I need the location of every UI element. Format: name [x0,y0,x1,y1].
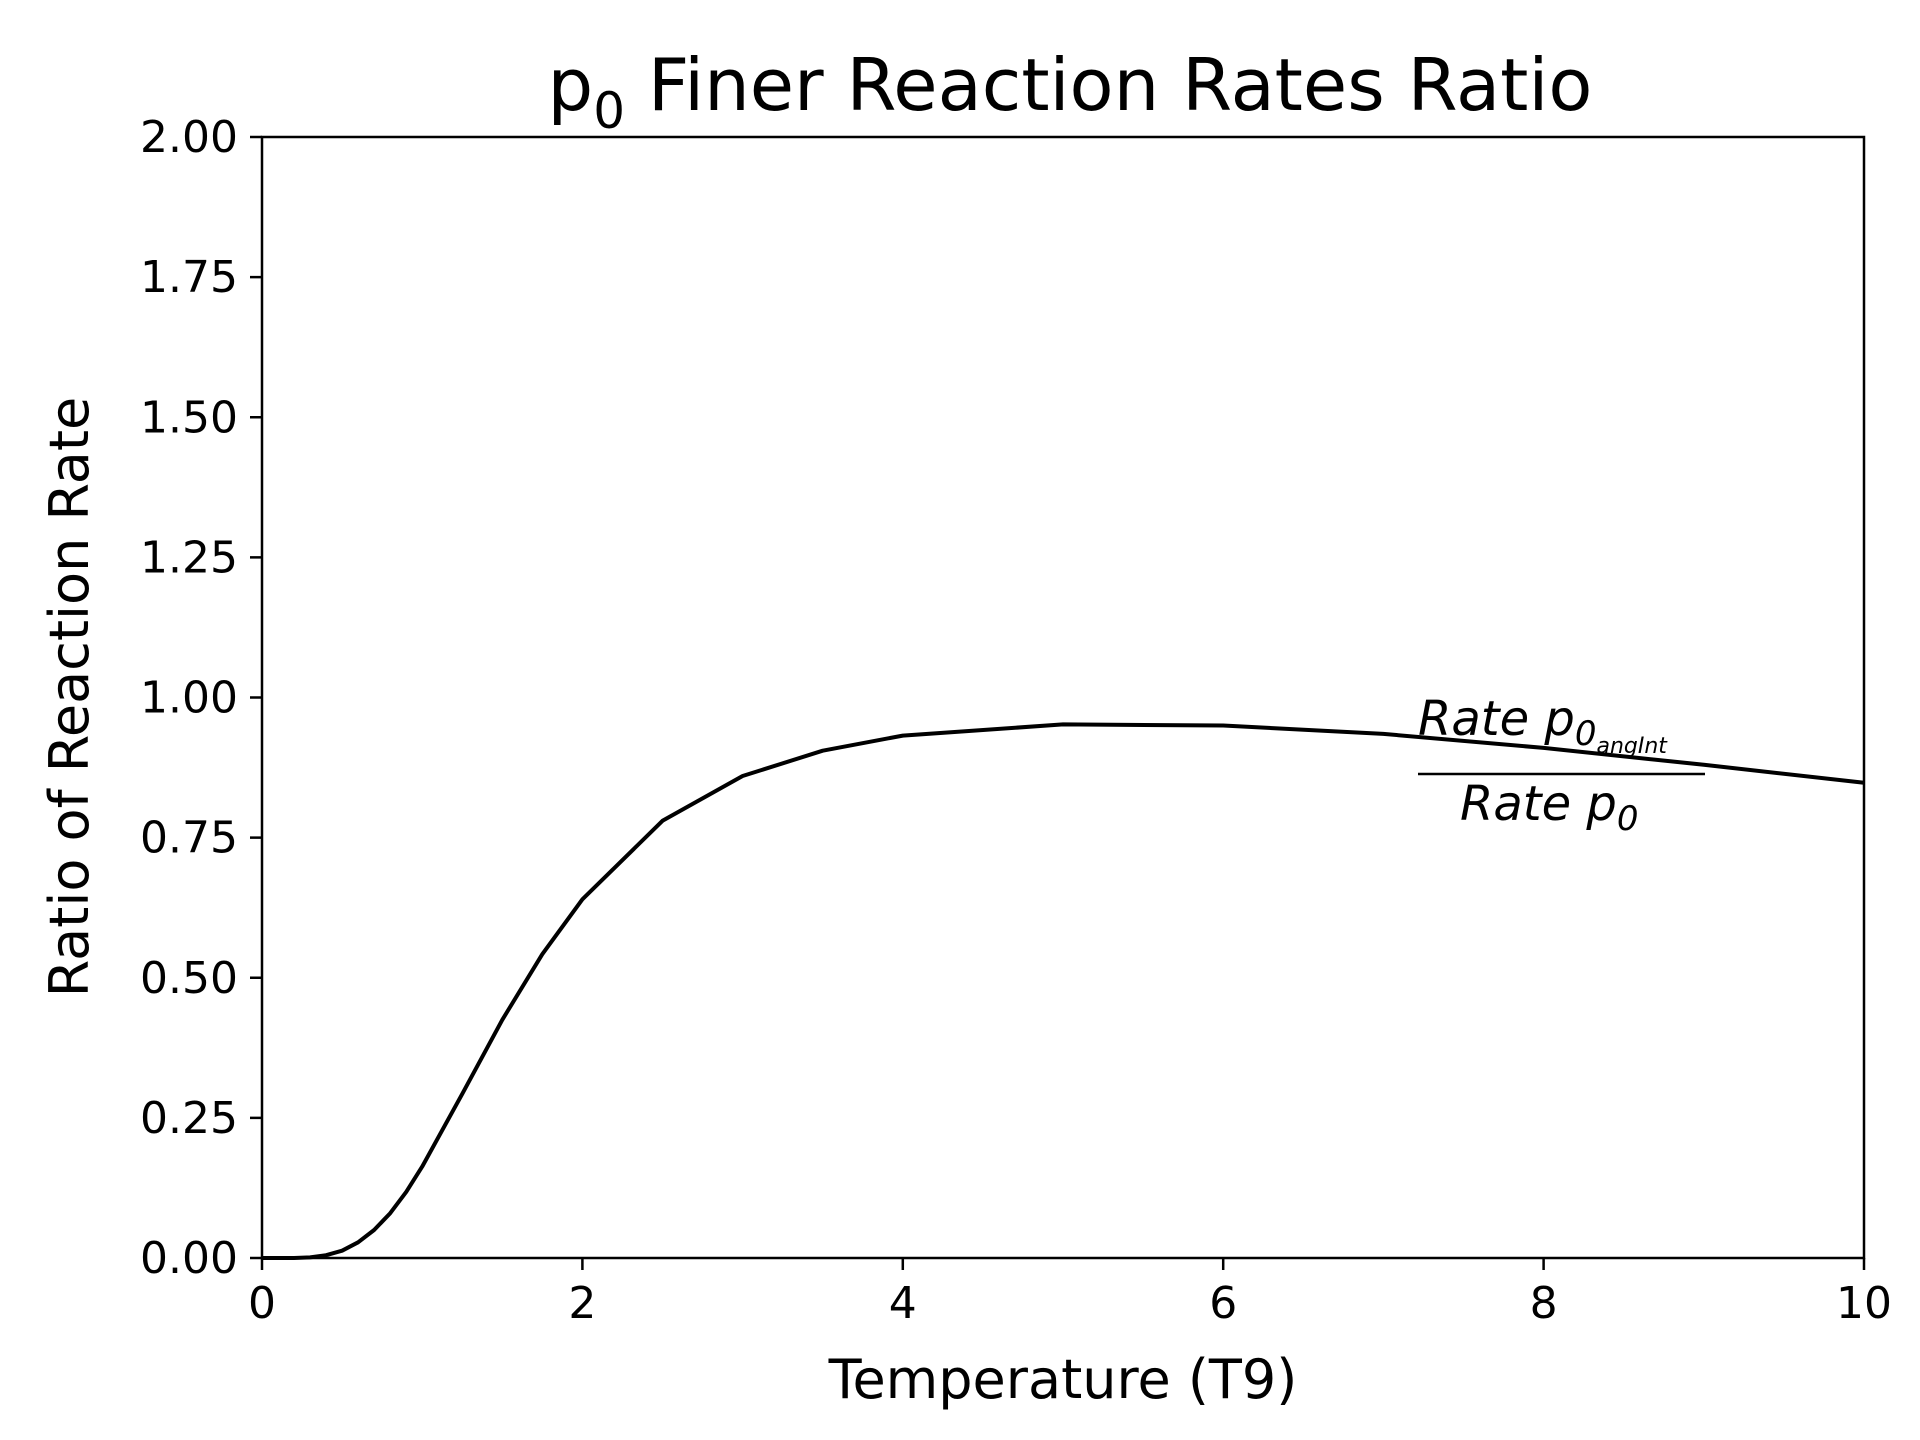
chart-title-main: p [548,43,594,127]
series-layer [262,722,1865,1260]
x-tick-label: 0 [248,1278,276,1329]
x-tick-label: 8 [1530,1278,1558,1329]
chart-title: p0 Finer Reaction Rates Ratio [548,43,1593,140]
x-axis-label: Temperature (T9) [828,1348,1298,1411]
annotation-denominator-sub: 0 [1617,799,1639,839]
y-tick-label: 0.75 [140,813,238,864]
x-tick-label: 10 [1836,1278,1892,1329]
annotation-denominator-main: Rate p [1460,776,1617,832]
x-tick-label: 6 [1209,1278,1237,1329]
ratio-annotation: Rate p0angInt Rate p0 [1418,691,1705,839]
y-tick-label: 1.75 [140,252,238,303]
x-tick-label: 2 [568,1278,596,1329]
y-tick-label: 0.50 [140,953,238,1004]
x-tick-label: 4 [889,1278,917,1329]
plot-frame [260,135,1866,1260]
annotation-numerator: Rate p0angInt [1418,691,1668,759]
y-tick-label: 0.00 [140,1233,238,1284]
y-tick-label: 0.25 [140,1093,238,1144]
x-axis-ticks: 0 2 4 6 8 10 [248,1258,1892,1329]
y-axis-label: Ratio of Reaction Rate [38,397,101,998]
annotation-denominator: Rate p0 [1460,776,1638,839]
y-tick-label: 2.00 [140,112,238,163]
chart-title-rest: Finer Reaction Rates Ratio [625,43,1592,127]
y-axis-ticks: 0.00 0.25 0.50 0.75 1.00 1.25 1.50 1.75 2.00 [140,112,262,1284]
chart-title-subscript: 0 [593,82,625,140]
y-tick-label: 1.00 [140,673,238,724]
annotation-numerator-main: Rate p [1418,691,1575,747]
y-tick-label: 1.25 [140,532,238,583]
annotation-numerator-subsub: angInt [1596,734,1668,759]
y-tick-label: 1.50 [140,392,238,443]
series-line [262,722,1865,1260]
annotation-numerator-sub: 0 [1575,714,1597,754]
